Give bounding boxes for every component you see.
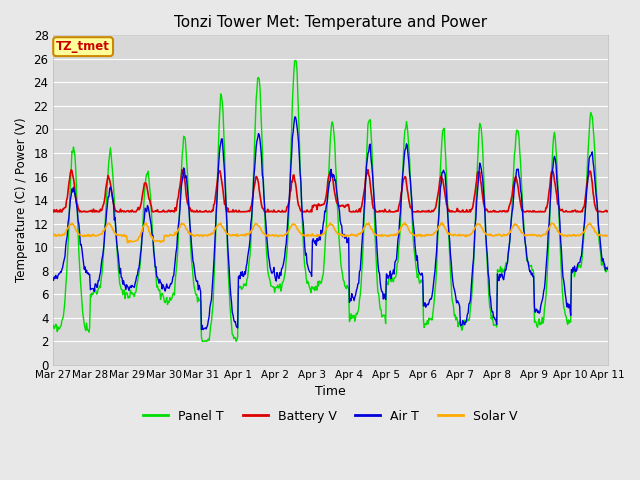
Y-axis label: Temperature (C) / Power (V): Temperature (C) / Power (V): [15, 118, 28, 282]
Text: TZ_tmet: TZ_tmet: [56, 40, 110, 53]
Title: Tonzi Tower Met: Temperature and Power: Tonzi Tower Met: Temperature and Power: [174, 15, 487, 30]
X-axis label: Time: Time: [315, 385, 346, 398]
Legend: Panel T, Battery V, Air T, Solar V: Panel T, Battery V, Air T, Solar V: [138, 405, 523, 428]
